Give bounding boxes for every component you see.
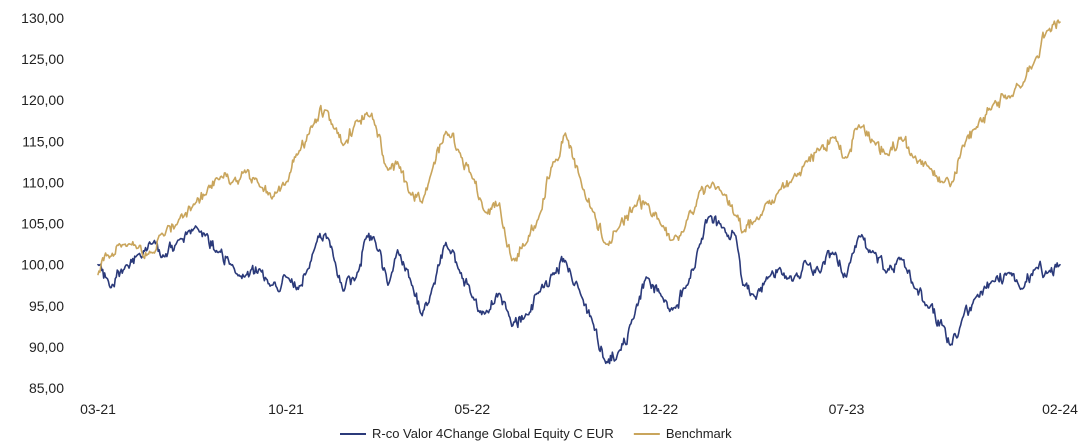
series-layer <box>97 19 1061 365</box>
y-tick-label: 125,00 <box>21 51 64 67</box>
x-tick-label: 07-23 <box>829 401 865 417</box>
y-tick-label: 95,00 <box>29 298 64 314</box>
legend: R-co Valor 4Change Global Equity C EUR Be… <box>340 426 732 441</box>
y-tick-label: 120,00 <box>21 92 64 108</box>
y-tick-label: 130,00 <box>21 10 64 26</box>
y-tick-label: 85,00 <box>29 380 64 396</box>
legend-label: Benchmark <box>666 426 732 441</box>
x-tick-label: 03-21 <box>80 401 116 417</box>
y-tick-label: 105,00 <box>21 216 64 232</box>
x-axis: 03-21 10-21 05-22 12-22 07-23 02-24 <box>80 401 1078 417</box>
y-tick-label: 100,00 <box>21 257 64 273</box>
y-tick-label: 90,00 <box>29 339 64 355</box>
x-tick-label: 10-21 <box>268 401 304 417</box>
legend-label: R-co Valor 4Change Global Equity C EUR <box>372 426 614 441</box>
y-axis: 85,00 90,00 95,00 100,00 105,00 110,00 115,00 1… <box>21 10 64 396</box>
x-tick-label: 05-22 <box>454 401 490 417</box>
x-tick-label: 12-22 <box>642 401 678 417</box>
y-tick-label: 110,00 <box>22 174 64 190</box>
series-line <box>97 214 1061 365</box>
series-line <box>97 19 1061 276</box>
y-tick-label: 115,00 <box>22 133 64 149</box>
x-tick-label: 02-24 <box>1042 401 1078 417</box>
